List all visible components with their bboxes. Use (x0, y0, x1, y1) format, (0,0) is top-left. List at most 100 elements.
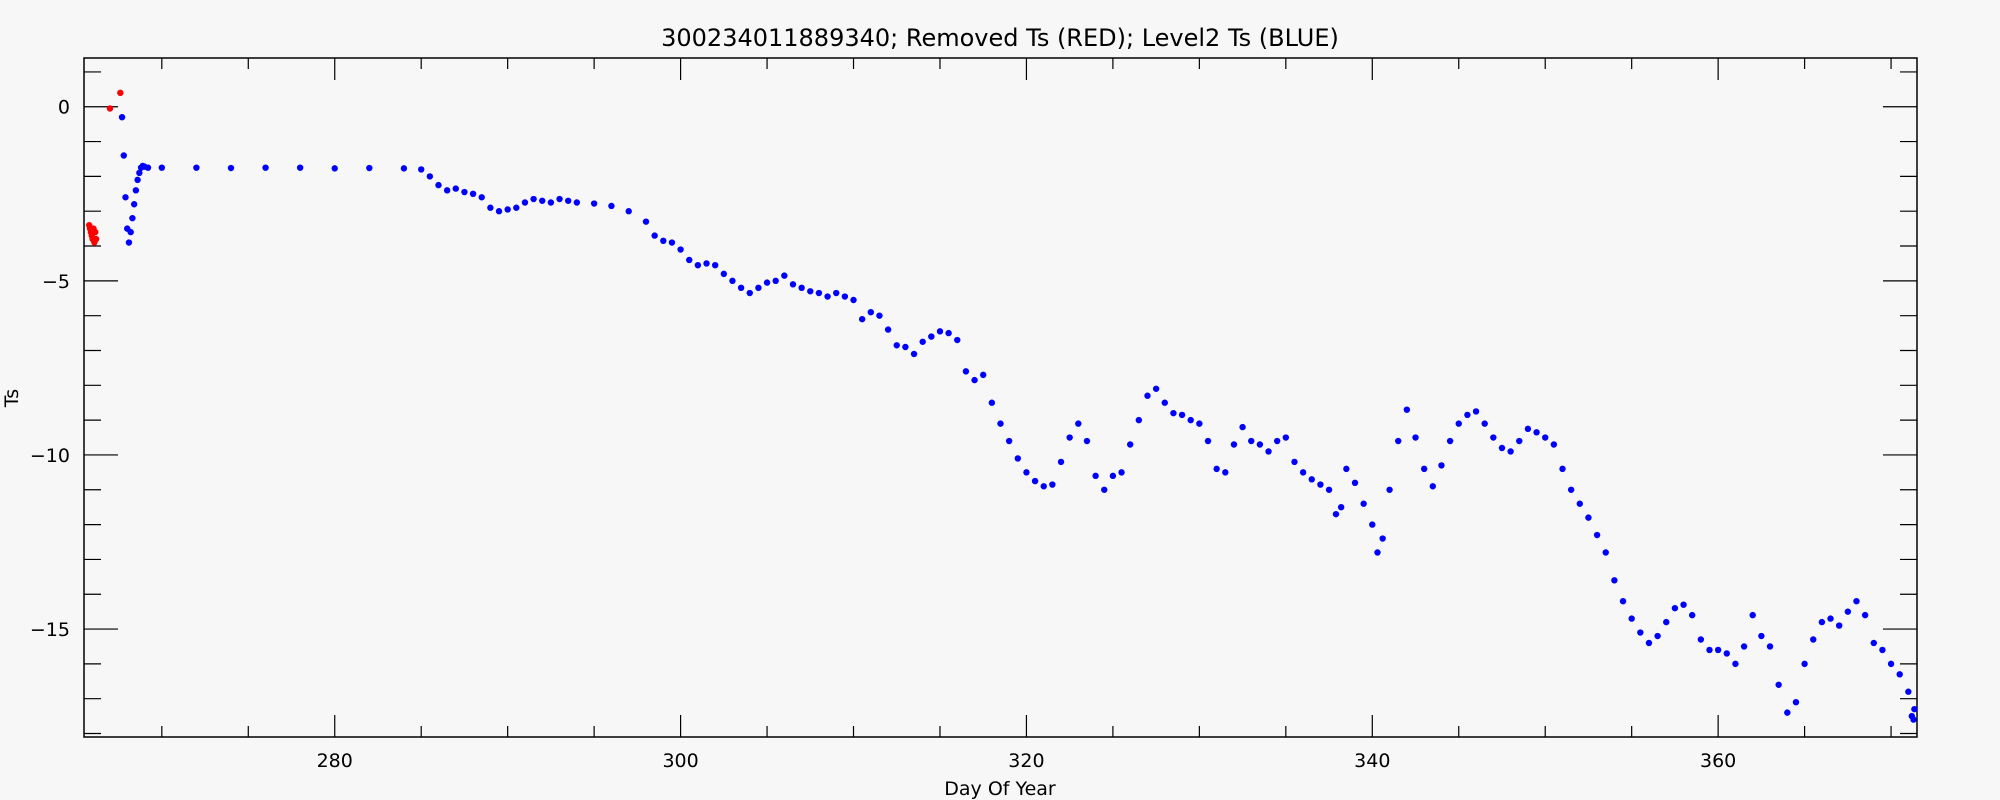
data-point (400, 165, 408, 172)
data-point (1714, 646, 1722, 654)
data-point (1109, 472, 1117, 480)
data-point (1369, 521, 1376, 528)
data-point (997, 420, 1004, 427)
data-point (461, 188, 468, 196)
data-point (129, 214, 136, 222)
y-axis-label: Ts (1, 389, 23, 408)
data-point (426, 173, 434, 180)
data-point (1187, 416, 1194, 424)
data-point (720, 270, 728, 278)
data-point (1732, 660, 1739, 668)
data-point (590, 200, 598, 207)
data-point (1005, 437, 1013, 445)
data-point (130, 201, 138, 208)
data-point (815, 289, 823, 297)
data-point (1196, 420, 1203, 427)
data-point (1161, 399, 1168, 406)
data-point (668, 239, 676, 246)
y-tick-label: −15 (30, 619, 70, 641)
data-point (1040, 483, 1047, 490)
data-point (1585, 514, 1592, 521)
data-point (1031, 477, 1039, 485)
data-point (1602, 549, 1609, 556)
data-point (1533, 429, 1540, 436)
data-point (1135, 416, 1143, 424)
data-point (1749, 611, 1756, 619)
data-point (833, 289, 840, 297)
data-point (755, 284, 762, 292)
data-point (118, 113, 126, 121)
data-point (1740, 643, 1748, 650)
data-point (1792, 698, 1800, 706)
data-point (1879, 646, 1886, 654)
data-point (867, 308, 875, 316)
data-point (1827, 615, 1834, 622)
data-point (1230, 441, 1238, 448)
data-point (1775, 681, 1782, 688)
data-point (1542, 434, 1549, 441)
data-point (1654, 632, 1661, 640)
data-point (1014, 455, 1021, 462)
data-point (478, 194, 485, 201)
y-tick-label: −10 (30, 445, 70, 467)
data-point (1265, 448, 1272, 455)
data-point (1446, 437, 1454, 445)
data-point (660, 237, 667, 245)
y-tick-label: 0 (58, 97, 70, 119)
data-point (106, 105, 114, 112)
data-point (625, 208, 632, 215)
data-point (746, 289, 753, 297)
data-point (452, 185, 459, 192)
data-point (469, 190, 477, 197)
data-point (711, 261, 719, 269)
data-point (1680, 601, 1687, 608)
data-point (686, 256, 693, 264)
data-point (1170, 409, 1177, 417)
data-point (556, 195, 563, 203)
data-point (1464, 411, 1471, 419)
data-point (789, 281, 797, 288)
data-point (1420, 465, 1428, 473)
data-point (1498, 444, 1506, 452)
x-tick-label: 280 (317, 750, 353, 772)
data-point (1222, 469, 1229, 476)
data-point (1343, 465, 1350, 473)
data-point (884, 326, 892, 333)
data-point (1593, 531, 1601, 539)
data-point (1308, 476, 1315, 483)
data-point (910, 350, 918, 358)
data-point (1766, 643, 1774, 650)
data-point (1645, 639, 1653, 647)
data-point (1697, 636, 1705, 643)
data-point (781, 272, 788, 279)
data-point (92, 235, 100, 243)
data-point (117, 89, 124, 97)
data-point (962, 368, 970, 375)
data-point (945, 329, 952, 337)
data-point (850, 296, 857, 304)
data-point (1152, 385, 1160, 392)
data-point (1887, 660, 1895, 668)
data-point (573, 199, 581, 206)
data-point (1611, 577, 1618, 584)
data-point (1861, 611, 1869, 619)
data-point (1472, 408, 1480, 415)
data-point (1379, 535, 1386, 542)
data-point (1801, 660, 1808, 668)
data-point (1490, 434, 1497, 441)
data-point (841, 293, 849, 300)
data-point (876, 312, 883, 319)
data-point (988, 399, 996, 406)
data-point (1256, 441, 1264, 448)
data-point (530, 195, 537, 203)
data-point (651, 232, 658, 239)
data-point (1671, 604, 1679, 612)
data-point (1178, 411, 1186, 419)
data-point (513, 204, 520, 211)
data-point (824, 293, 831, 300)
data-point (1118, 469, 1125, 476)
data-point (737, 284, 745, 292)
data-point (1332, 510, 1340, 518)
data-point (521, 199, 529, 206)
